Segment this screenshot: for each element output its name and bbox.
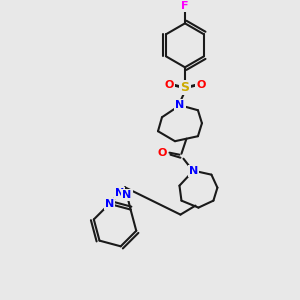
Text: N: N xyxy=(115,188,124,198)
Text: O: O xyxy=(158,148,167,158)
Text: S: S xyxy=(181,81,190,94)
Text: O: O xyxy=(196,80,206,90)
Text: N: N xyxy=(189,166,198,176)
Text: O: O xyxy=(164,80,174,90)
Text: F: F xyxy=(181,2,189,11)
Text: N: N xyxy=(175,100,184,110)
Text: N: N xyxy=(105,199,114,209)
Text: N: N xyxy=(122,190,132,200)
